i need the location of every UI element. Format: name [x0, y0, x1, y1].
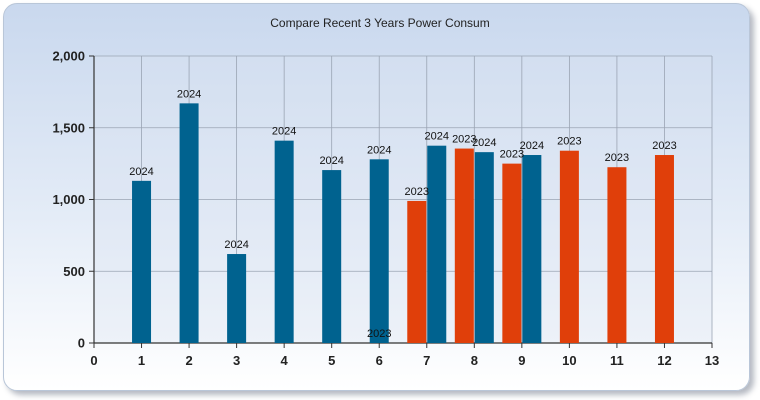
bar-2024-8 [474, 152, 494, 343]
bars [132, 103, 674, 343]
data-label-2023-8: 2023 [452, 134, 476, 146]
data-label-2024-2: 2024 [177, 88, 201, 100]
bar-2024-9 [522, 155, 542, 343]
bar-2024-6 [369, 159, 389, 343]
data-label-2023-11: 2023 [605, 152, 629, 164]
x-tick-label: 3 [233, 353, 240, 368]
x-tick-label: 12 [657, 353, 671, 368]
bar-2023-9 [502, 163, 522, 343]
x-tick-label: 2 [185, 353, 192, 368]
x-tick-label: 11 [610, 353, 624, 368]
bar-2024-2 [179, 103, 199, 343]
data-label-2024-1: 2024 [129, 166, 153, 178]
x-tick-label: 8 [471, 353, 478, 368]
data-label-2023-6: 2023 [367, 328, 391, 340]
x-tick-label: 9 [518, 353, 525, 368]
chart-title: Compare Recent 3 Years Power Consum [270, 16, 490, 30]
x-tick-label: 1 [138, 353, 145, 368]
y-tick-label: 2,000 [52, 49, 85, 64]
y-tick-label: 500 [63, 264, 85, 279]
data-label-2024-9: 2024 [520, 140, 544, 152]
bar-2024-3 [227, 254, 247, 343]
y-tick-label: 0 [78, 336, 85, 351]
data-label-2023-10: 2023 [557, 136, 581, 148]
data-label-2023-7: 2023 [405, 186, 429, 198]
x-tick-label: 6 [376, 353, 383, 368]
bar-2024-7 [427, 145, 447, 343]
x-tick-label: 5 [328, 353, 335, 368]
bar-2024-4 [274, 140, 294, 343]
bar-2023-7 [407, 200, 427, 343]
data-label-2024-4: 2024 [272, 126, 296, 138]
data-label-2024-6: 2024 [367, 144, 391, 156]
x-tick-label: 0 [90, 353, 97, 368]
bar-2023-10 [559, 150, 579, 343]
data-label-2023-9: 2023 [500, 149, 524, 161]
bar-2023-8 [454, 148, 474, 343]
bar-2024-5 [322, 170, 342, 343]
data-label-2023-12: 2023 [652, 140, 676, 152]
bar-2023-12 [654, 155, 674, 343]
data-label-2024-3: 2024 [224, 239, 248, 251]
data-label-2024-8: 2024 [472, 137, 496, 149]
data-labels: 2023202320232023202320232023202420242024… [129, 88, 676, 340]
data-label-2024-7: 2024 [425, 131, 449, 143]
x-tick-label: 7 [423, 353, 430, 368]
x-tick-label: 10 [562, 353, 576, 368]
bar-2023-11 [607, 167, 627, 343]
y-tick-label: 1,500 [52, 120, 85, 135]
y-tick-label: 1,000 [52, 192, 85, 207]
x-tick-label: 13 [705, 353, 719, 368]
data-label-2024-5: 2024 [319, 155, 343, 167]
bar-2024-1 [132, 180, 152, 343]
x-tick-label: 4 [281, 353, 289, 368]
